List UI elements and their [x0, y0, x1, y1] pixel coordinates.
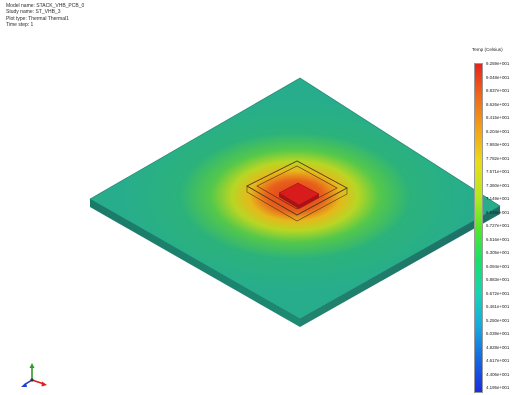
legend-tick-label: 8.626e+001 — [486, 101, 510, 107]
legend-tick-label: 7.360e+001 — [486, 182, 510, 188]
legend-tick-label: 5.883e+001 — [486, 277, 510, 282]
die-side — [279, 193, 319, 209]
plate-left-edge — [90, 199, 300, 327]
color-legend-bar — [474, 63, 483, 393]
legend-tick-label: 4.195e+001 — [486, 385, 510, 390]
legend-tick-label: 6.938e+001 — [486, 209, 510, 215]
legend-tick-label: 5.672e+001 — [486, 290, 510, 296]
legend-tick-label: 5.039e+001 — [486, 331, 510, 336]
legend-tick-label: 4.406e+001 — [486, 371, 510, 377]
legend-tick-label: 4.617e+001 — [486, 358, 510, 363]
package-inner-outline — [256, 165, 338, 210]
legend-tick-label: 6.727e+001 — [486, 223, 510, 228]
legend-tick-label: 5.461e+001 — [486, 304, 510, 309]
legend-ticks: 9.259e+001 9.048e+001 8.837e+001 8.626e+001… — [486, 61, 514, 393]
legend-tick-label: 8.204e+001 — [486, 128, 510, 134]
legend-tick-label: 6.094e+001 — [486, 263, 510, 269]
legend-tick-label: 9.048e+001 — [486, 74, 510, 80]
legend-tick-label: 8.415e+001 — [486, 115, 510, 120]
xyz-triad-icon — [21, 363, 47, 387]
legend-tick-label: 8.837e+001 — [486, 88, 510, 93]
plot-type-label: Plot type: Thermal Thermal1 — [6, 15, 69, 22]
legend-tick-label: 6.516e+001 — [486, 236, 510, 242]
legend-tick-label: 5.250e+001 — [486, 317, 510, 323]
legend-tick-label: 6.305e+001 — [486, 250, 510, 255]
time-step-label: Time step: 1 — [6, 22, 34, 29]
plate-right-edge — [300, 206, 500, 327]
legend-tick-label: 7.782e+001 — [486, 155, 510, 161]
study-name-label: Study name: ST_VHB_3 — [6, 9, 61, 16]
legend-tick-label: 7.571e+001 — [486, 169, 510, 174]
legend-title: Temp (Celsius) — [472, 47, 503, 52]
legend-tick-label: 7.993e+001 — [486, 142, 510, 147]
legend-tick-label: 4.828e+001 — [486, 344, 510, 350]
package-outer-side — [246, 185, 348, 222]
legend-tick-label: 9.259e+001 — [486, 61, 510, 66]
plot-header: Model name: STACK_VHB_PCB_0 Study name: … — [6, 3, 84, 29]
legend-tick-label: 7.149e+001 — [486, 196, 510, 201]
model-name-label: Model name: STACK_VHB_PCB_0 — [6, 3, 85, 9]
